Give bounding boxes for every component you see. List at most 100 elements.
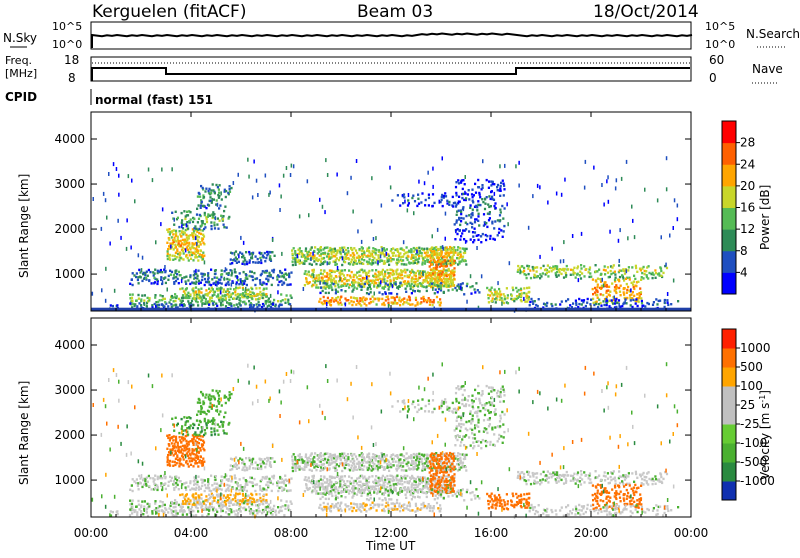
power-cell — [635, 298, 637, 300]
power-cell — [529, 269, 531, 271]
power-cell — [498, 293, 500, 295]
power-noise-cell — [407, 208, 409, 212]
power-cell — [423, 286, 425, 288]
velocity-cell — [356, 458, 358, 460]
power-cell — [474, 288, 476, 290]
colorbar-tick-label: 8 — [740, 244, 748, 258]
date-title: 18/Oct/2014 — [593, 2, 699, 22]
power-cell — [207, 216, 209, 218]
velocity-cell — [207, 480, 209, 482]
power-noise-cell — [630, 288, 632, 292]
velocity-cell — [198, 424, 200, 426]
power-cell — [459, 229, 461, 231]
power-cell — [366, 250, 368, 252]
power-cell — [458, 210, 460, 212]
power-cell — [667, 302, 669, 304]
power-cell — [479, 196, 481, 198]
power-cell — [494, 238, 496, 240]
power-cell — [471, 212, 473, 214]
velocity-cell — [199, 402, 201, 404]
power-cell — [438, 270, 440, 272]
power-cell — [447, 252, 449, 254]
power-noise-cell — [128, 174, 130, 178]
power-noise-cell — [380, 254, 382, 258]
power-cell — [403, 196, 405, 198]
power-cell — [473, 239, 475, 241]
velocity-cell — [183, 482, 185, 484]
power-cell — [203, 255, 205, 257]
power-cell — [191, 300, 193, 302]
power-cell — [181, 304, 183, 306]
y-tick-label: 1000 — [54, 267, 85, 281]
power-cell — [214, 276, 216, 278]
power-cell — [520, 295, 522, 297]
power-cell — [484, 198, 486, 200]
power-cell — [182, 246, 184, 248]
power-cell — [353, 282, 355, 284]
power-cell — [381, 278, 383, 280]
power-cell — [196, 277, 198, 279]
power-cell — [436, 266, 438, 268]
power-cell — [188, 235, 190, 237]
velocity-cell — [173, 506, 175, 508]
power-cell — [159, 294, 161, 296]
velocity-cell — [154, 487, 156, 489]
velocity-cell — [154, 502, 156, 504]
power-cell — [173, 229, 175, 231]
power-cell — [241, 263, 243, 265]
power-noise-cell — [523, 297, 525, 301]
power-cell — [391, 199, 393, 201]
power-cell — [313, 269, 315, 271]
power-cell — [596, 294, 598, 296]
power-cell — [415, 259, 417, 261]
power-noise-cell — [118, 174, 120, 178]
power-noise-cell — [233, 181, 235, 185]
power-cell — [208, 277, 210, 279]
power-cell — [400, 256, 402, 258]
velocity-cell — [260, 468, 262, 470]
power-cell — [381, 273, 383, 275]
power-noise-cell — [345, 302, 347, 306]
power-noise-cell — [155, 240, 157, 244]
power-cell — [458, 196, 460, 198]
power-cell — [344, 277, 346, 279]
power-cell — [345, 249, 347, 251]
power-cell — [614, 279, 616, 281]
power-cell — [411, 197, 413, 199]
power-cell — [632, 299, 634, 301]
power-cell — [171, 212, 173, 214]
power-cell — [184, 304, 186, 306]
nsky-tick-bottom: 10^0 — [52, 38, 82, 51]
velocity-cell — [424, 466, 426, 468]
power-cell — [351, 271, 353, 273]
power-cell — [417, 198, 419, 200]
power-cell — [148, 269, 150, 271]
velocity-cell — [191, 460, 193, 462]
power-cell — [470, 216, 472, 218]
power-cell — [534, 267, 536, 269]
power-noise-cell — [270, 294, 272, 298]
power-cell — [425, 273, 427, 275]
power-cell — [192, 287, 194, 289]
power-cell — [489, 211, 491, 213]
velocity-cell — [314, 452, 316, 454]
velocity-cell — [350, 460, 352, 462]
power-cell — [484, 203, 486, 205]
power-noise-cell — [464, 191, 466, 195]
velocity-cell — [423, 454, 425, 456]
power-cell — [307, 258, 309, 260]
power-cell — [392, 255, 394, 257]
power-cell — [433, 267, 435, 269]
power-noise-cell — [664, 300, 666, 304]
velocity-cell — [283, 487, 285, 489]
power-cell — [472, 200, 474, 202]
power-cell — [615, 292, 617, 294]
power-cell — [184, 297, 186, 299]
power-noise-cell — [578, 278, 580, 282]
velocity-cell — [335, 486, 337, 488]
velocity-cell — [187, 420, 189, 422]
power-noise-cell — [644, 188, 646, 192]
velocity-cell — [249, 501, 251, 503]
power-cell — [197, 195, 199, 197]
power-cell — [460, 217, 462, 219]
